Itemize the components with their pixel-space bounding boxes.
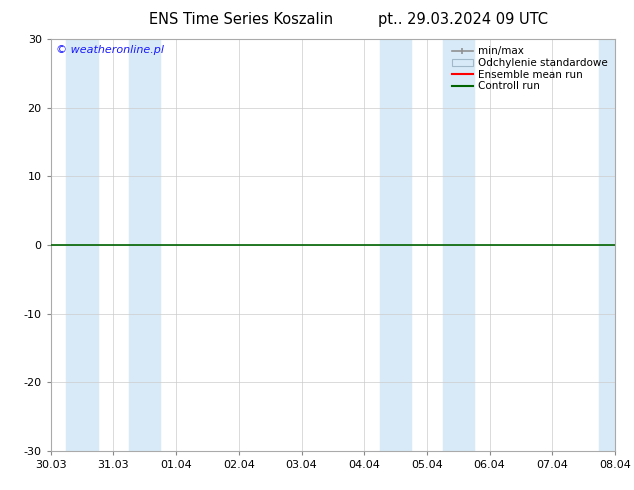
Bar [67, 39, 98, 451]
Legend: min/max, Odchylenie standardowe, Ensemble mean run, Controll run: min/max, Odchylenie standardowe, Ensembl… [450, 45, 610, 93]
Bar [129, 39, 160, 451]
Bar [380, 39, 411, 451]
Text: pt.. 29.03.2024 09 UTC: pt.. 29.03.2024 09 UTC [378, 12, 548, 27]
Bar [599, 39, 615, 451]
Text: ENS Time Series Koszalin: ENS Time Series Koszalin [149, 12, 333, 27]
Bar [443, 39, 474, 451]
Text: © weatheronline.pl: © weatheronline.pl [56, 46, 164, 55]
